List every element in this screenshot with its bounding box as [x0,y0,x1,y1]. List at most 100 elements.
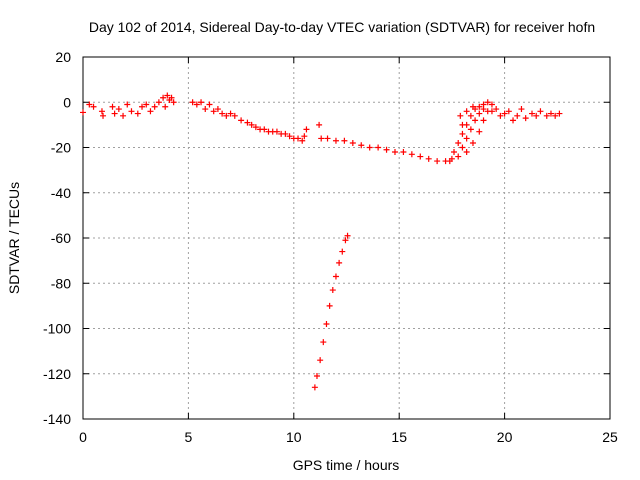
data-point [329,287,336,294]
data-point [261,126,268,133]
data-point [86,101,93,108]
data-point [469,139,476,146]
data-point [457,112,464,119]
series-recovery-17-19h [446,99,495,165]
data-point [115,106,122,113]
data-point [349,139,356,146]
data-point [320,339,327,346]
data-point [151,103,158,110]
x-axis-label: GPS time / hours [293,457,400,473]
data-point [231,112,238,119]
y-tick-label: 0 [63,94,71,110]
data-point [210,108,217,115]
data-point [219,110,226,117]
data-point [480,117,487,124]
data-point [344,232,351,239]
data-point [463,149,470,156]
y-tick-label: -120 [43,366,71,382]
data-point [446,158,453,165]
data-point [332,273,339,280]
data-point [299,137,306,144]
x-tick-label: 10 [286,429,302,445]
data-point [295,135,302,142]
data-point [332,137,339,144]
data-point [391,149,398,156]
data-point [223,112,230,119]
data-point [286,133,293,140]
data-point [451,149,458,156]
data-point [90,103,97,110]
data-point [324,135,331,142]
data-point [455,139,462,146]
data-point [168,94,175,101]
data-point [317,357,324,364]
data-point [120,112,127,119]
data-point [316,121,323,128]
x-tick-label: 15 [391,429,407,445]
y-tick-label: -20 [51,140,71,156]
data-point [318,135,325,142]
data-point [375,144,382,151]
data-point [193,101,200,108]
data-point [459,121,466,128]
data-point [124,101,131,108]
data-point [147,108,154,115]
x-tick-label: 25 [602,429,618,445]
series-steep-line [311,232,351,391]
x-tick-label: 0 [79,429,87,445]
data-point [459,144,466,151]
data-point [408,151,415,158]
data-point [282,130,289,137]
data-point [311,384,318,391]
y-tick-label: -80 [51,275,71,291]
data-point [326,302,333,309]
data-point [476,128,483,135]
data-point [469,103,476,110]
x-axis: 0 5 10 15 20 25 [79,57,618,445]
data-point [533,112,540,119]
series-decline-5-10h [189,99,310,144]
data-point [476,110,483,117]
data-point [98,108,105,115]
data-point [366,144,373,151]
data-point [273,128,280,135]
data-point [400,149,407,156]
data-point [323,320,330,327]
data-point [556,110,563,117]
data-point [202,106,209,113]
chart-title: Day 102 of 2014, Sidereal Day-to-day VTE… [89,19,595,35]
data-point [155,99,162,106]
data-point [244,119,251,126]
data-point [160,94,167,101]
data-point [484,99,491,106]
series-late-flat [488,106,563,124]
data-point [336,259,343,266]
data-point [248,121,255,128]
data-point [100,112,107,119]
data-point [383,146,390,153]
data-point [164,92,171,99]
x-tick-label: 5 [185,429,193,445]
data-point [417,153,424,160]
data-point [425,155,432,162]
data-point [238,117,245,124]
data-point [434,158,441,165]
data-point [214,106,221,113]
y-axis: 20 0 -20 -40 -60 -80 -100 -120 -140 [43,49,610,427]
data-point [252,124,259,131]
data-point [493,106,500,113]
data-point [189,99,196,106]
data-point [543,112,550,119]
data-point [143,101,150,108]
data-point [547,110,554,117]
data-point [339,248,346,255]
y-tick-label: -100 [43,321,71,337]
data-point [341,137,348,144]
data-point [227,110,234,117]
series-dip-11-17h [316,121,455,165]
data-point [301,133,308,140]
data-point [303,126,310,133]
data-point [505,108,512,115]
data-point [467,112,474,119]
